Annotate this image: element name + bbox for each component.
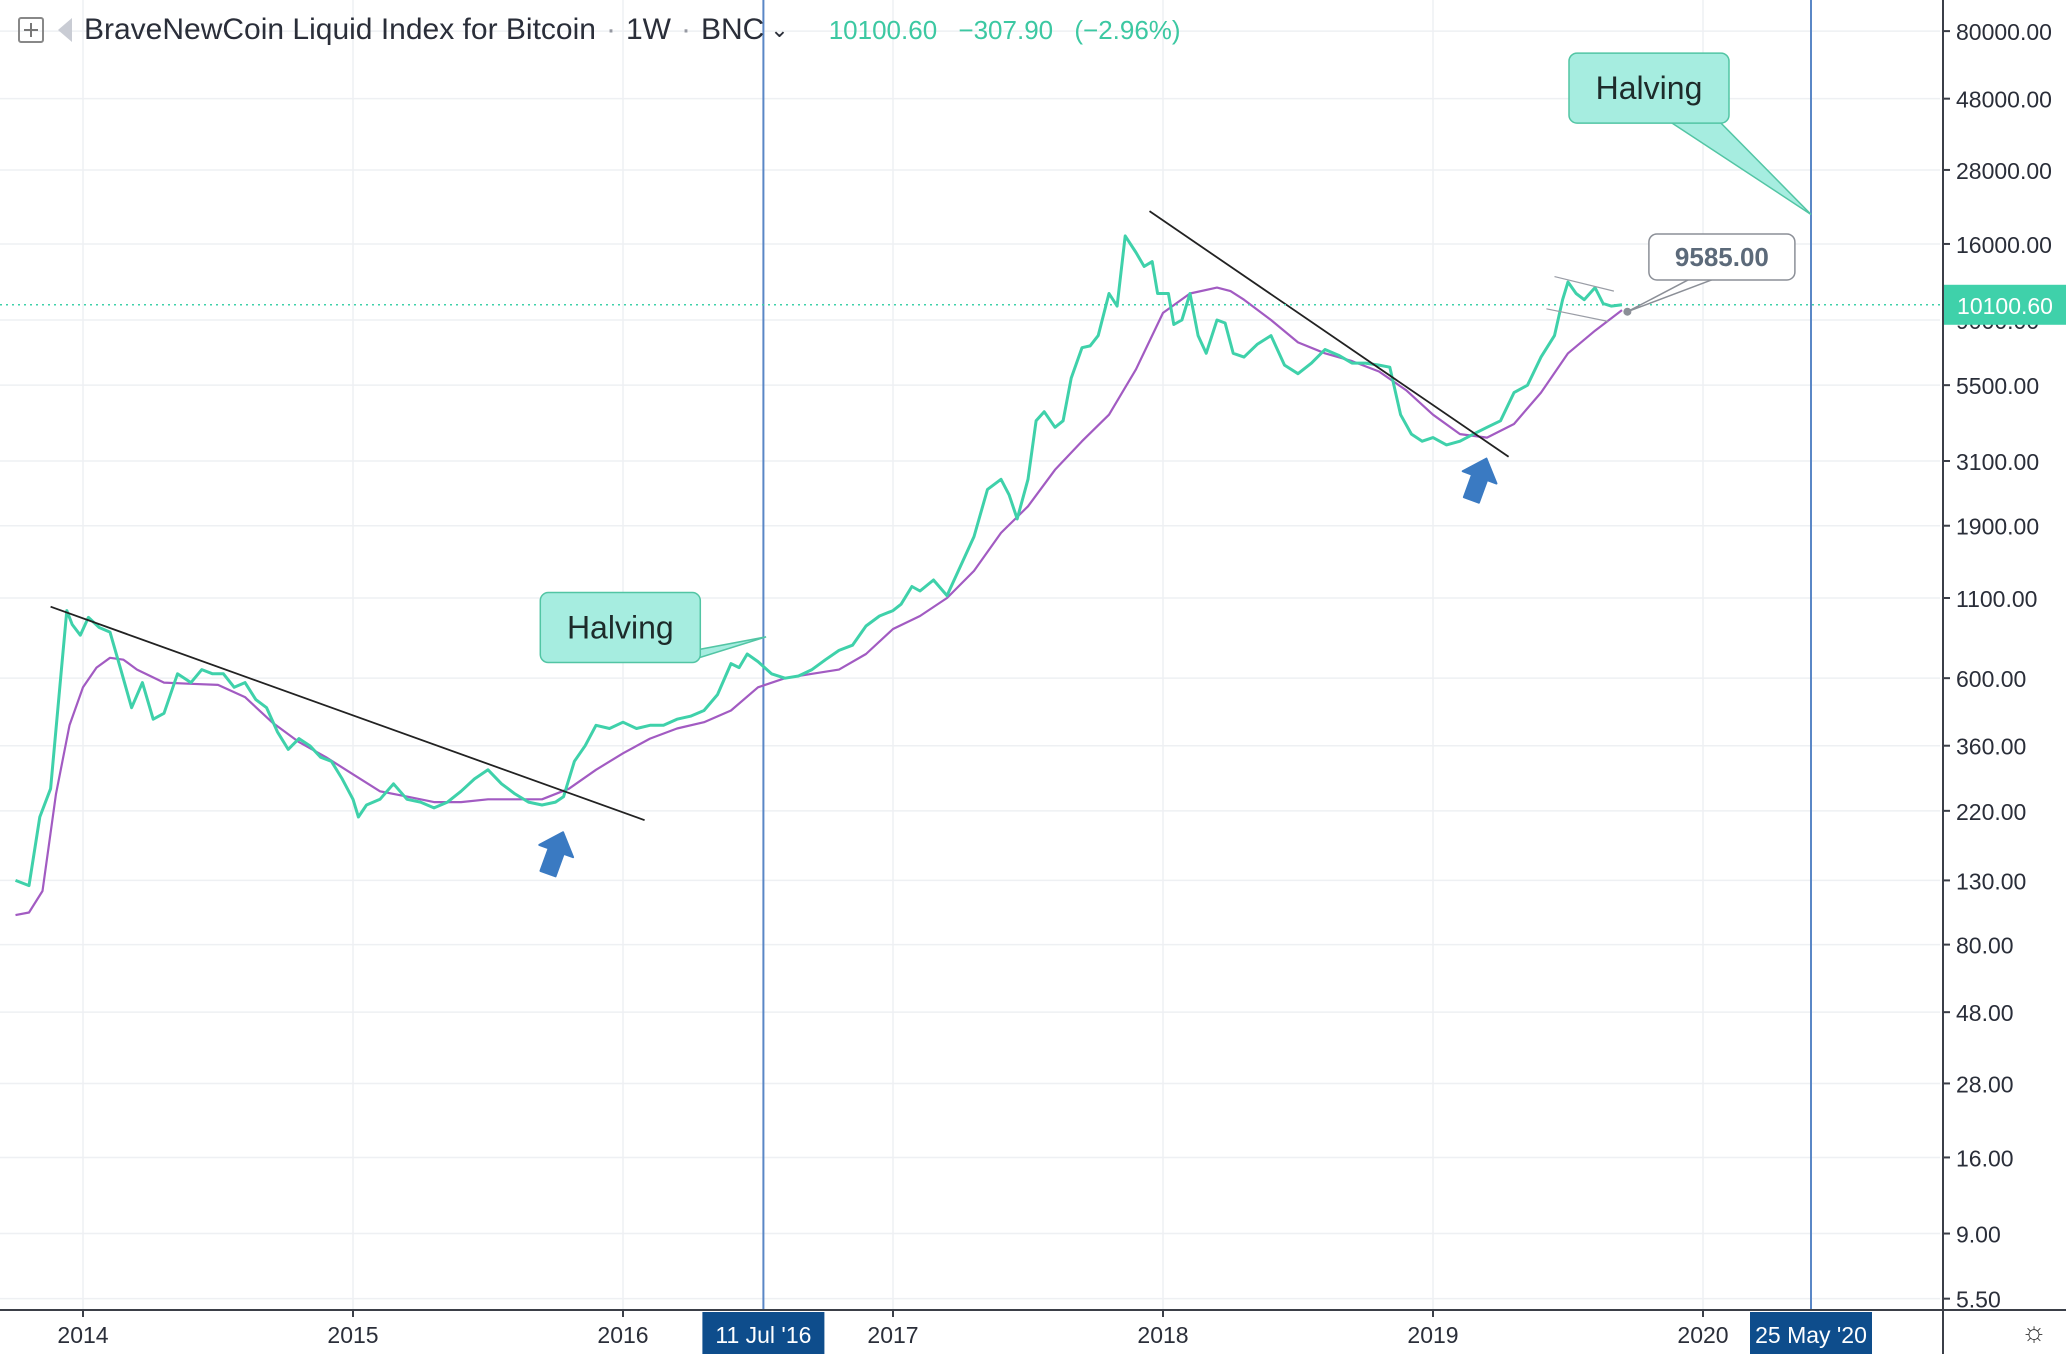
legend-separator: · xyxy=(606,13,616,47)
grid xyxy=(0,0,1940,1310)
price-layer xyxy=(16,236,1623,886)
y-tick-label: 28000.00 xyxy=(1956,158,2052,184)
legend-separator: · xyxy=(681,13,691,47)
symbol-title[interactable]: BraveNewCoin Liquid Index for Bitcoin xyxy=(84,13,596,47)
last-price: 10100.60 xyxy=(829,15,937,45)
up-arrow-icon xyxy=(531,826,580,880)
y-tick-label: 1100.00 xyxy=(1956,586,2037,612)
y-tick-label: 16.00 xyxy=(1956,1145,2014,1171)
exchange-label[interactable]: BNC xyxy=(701,13,764,47)
plus-square-icon[interactable] xyxy=(18,17,44,43)
y-tick-label: 1900.00 xyxy=(1956,514,2039,540)
price-label-callout[interactable]: 9585.00 xyxy=(1623,234,1795,316)
gear-icon[interactable]: ☼ xyxy=(2020,1318,2048,1346)
price-change: −307.90 xyxy=(958,15,1053,45)
x-tick-label: 2018 xyxy=(1137,1322,1188,1348)
trendline xyxy=(1150,211,1509,457)
trendline-layer[interactable] xyxy=(51,211,1614,820)
chevron-down-icon[interactable]: ⌄ xyxy=(770,17,788,43)
current-price-label: 10100.60 xyxy=(1957,293,2053,319)
axes: 5.50 9.00 16.00 28.00 48.00 80.00 130.00 220.00… xyxy=(0,0,2066,1354)
x-tick-label: 2015 xyxy=(327,1322,378,1348)
y-tick-label: 16000.00 xyxy=(1956,232,2052,258)
y-tick-label: 48000.00 xyxy=(1956,87,2052,113)
y-tick-label: 130.00 xyxy=(1956,868,2026,894)
halving-callout[interactable]: Halving xyxy=(540,593,766,663)
date-marker-label: 11 Jul '16 xyxy=(715,1322,811,1348)
callout-text: 9585.00 xyxy=(1675,242,1769,272)
chart-legend: BraveNewCoin Liquid Index for Bitcoin · … xyxy=(18,10,1195,50)
y-tick-label: 80000.00 xyxy=(1956,19,2052,45)
moving-average-layer xyxy=(16,288,1623,916)
y-tick-label: 80.00 xyxy=(1956,933,2014,959)
x-tick-label: 2020 xyxy=(1677,1322,1728,1348)
halving-callout[interactable]: Halving xyxy=(1569,53,1811,214)
callout-pointer xyxy=(1669,121,1811,214)
y-tick-label: 3100.00 xyxy=(1956,449,2039,475)
flag-icon[interactable] xyxy=(58,18,72,42)
callout-anchor-dot xyxy=(1623,308,1631,316)
price-change-percent: (−2.96%) xyxy=(1074,15,1180,45)
y-tick-label: 600.00 xyxy=(1956,666,2026,692)
moving-average-line xyxy=(16,288,1623,916)
x-tick-label: 2014 xyxy=(57,1322,108,1348)
callout-text: Halving xyxy=(1596,70,1703,106)
y-tick-label: 28.00 xyxy=(1956,1071,2014,1097)
x-tick-label: 2017 xyxy=(867,1322,918,1348)
halving-date-lines xyxy=(763,0,1811,1310)
x-tick-label: 2016 xyxy=(597,1322,648,1348)
y-tick-label: 360.00 xyxy=(1956,734,2026,760)
arrow-shape xyxy=(531,826,580,880)
y-tick-label: 48.00 xyxy=(1956,1000,2014,1026)
date-marker-label: 25 May '20 xyxy=(1755,1322,1867,1348)
y-tick-label: 5.50 xyxy=(1956,1287,2001,1313)
x-tick-label: 2019 xyxy=(1407,1322,1458,1348)
y-tick-label: 5500.00 xyxy=(1956,373,2039,399)
y-tick-label: 220.00 xyxy=(1956,799,2026,825)
price-chart[interactable]: Halving Halving 9585.00 5.50 9.00 16.00 28.00… xyxy=(0,0,2066,1354)
trendline xyxy=(1555,277,1614,292)
callout-text: Halving xyxy=(567,610,674,646)
y-tick-label: 9.00 xyxy=(1956,1222,2001,1248)
legend-values: 10100.60 −307.90 (−2.96%) xyxy=(829,15,1195,46)
interval-label[interactable]: 1W xyxy=(626,13,671,47)
price-line xyxy=(16,236,1623,886)
annotation-layer[interactable]: Halving Halving 9585.00 xyxy=(531,53,1811,880)
